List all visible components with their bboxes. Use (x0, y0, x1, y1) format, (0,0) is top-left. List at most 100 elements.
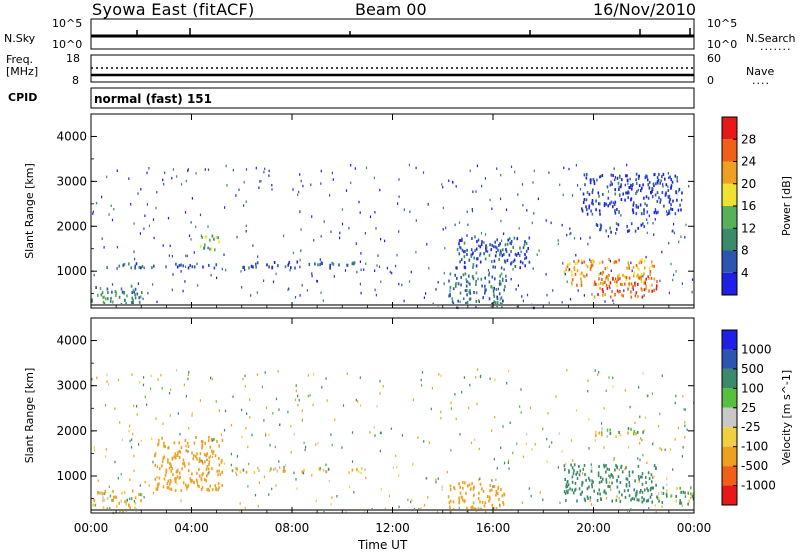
data-cell (583, 464, 586, 467)
data-cell (636, 274, 638, 278)
data-cell (485, 246, 488, 250)
data-cell (681, 455, 683, 458)
scatter-region (106, 262, 218, 270)
data-cell (236, 473, 238, 477)
data-cell (522, 246, 525, 250)
data-cell (94, 503, 97, 507)
data-cell (580, 283, 583, 287)
data-cell (271, 188, 273, 191)
data-cell (684, 495, 686, 498)
data-cell (494, 265, 496, 269)
data-cell (278, 408, 280, 411)
data-cell (585, 198, 588, 202)
data-cell (519, 405, 521, 408)
data-cell (134, 287, 137, 291)
data-cell (641, 475, 643, 479)
data-cell (662, 172, 665, 176)
data-cell (622, 192, 624, 196)
data-cell (462, 273, 465, 277)
data-cell (590, 503, 593, 506)
data-cell (601, 433, 603, 437)
data-cell (206, 464, 209, 468)
data-cell (667, 172, 669, 175)
data-cell (522, 204, 524, 207)
data-cell (104, 404, 107, 407)
data-cell (130, 266, 132, 270)
data-cell (111, 283, 114, 286)
data-cell (555, 395, 557, 398)
data-cell (589, 267, 592, 271)
data-cell (601, 260, 604, 264)
data-cell (692, 492, 695, 496)
data-cell (479, 260, 482, 264)
data-cell (645, 284, 647, 288)
data-cell (211, 377, 213, 381)
data-cell (588, 192, 591, 196)
data-cell (185, 449, 188, 453)
data-cell (637, 464, 640, 468)
data-cell (200, 459, 202, 463)
data-cell (675, 494, 677, 498)
data-cell (650, 493, 653, 496)
data-cell (207, 472, 209, 476)
data-cell (458, 506, 460, 510)
data-cell (655, 182, 657, 186)
data-cell (185, 444, 187, 448)
scatter-region (657, 486, 695, 506)
data-cell (632, 208, 634, 212)
data-cell (620, 464, 623, 468)
data-cell (188, 234, 191, 237)
data-cell (483, 252, 485, 256)
data-cell (91, 377, 93, 381)
data-cell (671, 208, 674, 211)
data-cell (582, 192, 585, 196)
data-cell (167, 458, 169, 462)
data-cell (665, 183, 668, 187)
data-cell (668, 242, 670, 245)
data-cell (458, 242, 460, 246)
data-cell (500, 488, 502, 492)
data-cell (640, 277, 643, 281)
data-cell (605, 202, 608, 206)
data-cell (463, 376, 465, 379)
data-cell (589, 258, 591, 261)
data-cell (116, 245, 118, 249)
data-cell (461, 495, 463, 499)
data-cell (628, 494, 631, 498)
data-cell (226, 184, 228, 187)
data-cell (243, 265, 245, 269)
data-cell (304, 448, 306, 452)
data-cell (164, 171, 166, 174)
data-cell (150, 387, 152, 390)
data-cell (200, 234, 202, 237)
data-cell (627, 488, 629, 492)
data-cell (328, 479, 330, 483)
data-cell (473, 291, 475, 294)
data-cell (573, 463, 576, 467)
data-cell (571, 466, 574, 470)
data-cell (319, 258, 321, 261)
data-cell (632, 288, 634, 291)
data-cell (610, 269, 612, 273)
data-cell (593, 182, 596, 186)
data-cell (154, 477, 157, 481)
data-cell (659, 198, 662, 202)
data-cell (662, 185, 664, 188)
data-cell (298, 190, 300, 194)
data-cell (667, 185, 669, 188)
data-cell (398, 230, 400, 233)
data-cell (230, 463, 232, 467)
data-cell (139, 484, 141, 487)
data-cell (578, 473, 581, 477)
data-cell (206, 458, 208, 462)
data-cell (327, 467, 330, 471)
data-cell (679, 486, 681, 490)
data-cell (164, 445, 167, 449)
data-cell (295, 389, 297, 393)
data-cell (508, 369, 510, 373)
data-cell (528, 487, 530, 490)
data-cell (133, 290, 136, 294)
data-cell (129, 478, 131, 481)
data-cell (374, 434, 376, 437)
